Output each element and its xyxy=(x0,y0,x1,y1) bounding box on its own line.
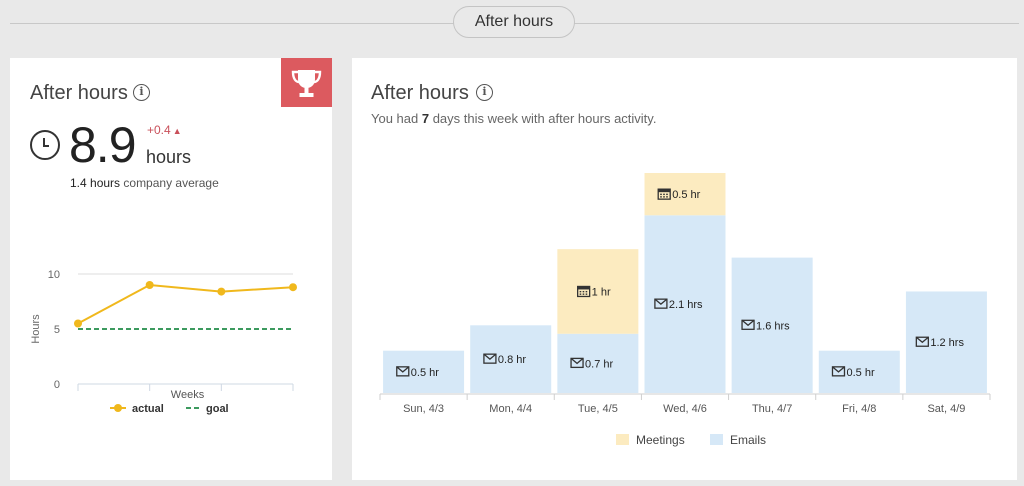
legend-item-actual[interactable]: actual xyxy=(110,403,164,415)
detail-subtitle: You had 7 days this week with after hour… xyxy=(371,111,657,126)
daily-bar-chart: 0.5 hr 0.8 hr 0.7 hr 1 hr 2.1 hrs 0.5 hr 1.6 h… xyxy=(379,173,991,447)
legend-swatch-meetings xyxy=(616,434,629,445)
bar-group[interactable]: 2.1 hrs 0.5 hr xyxy=(644,173,726,393)
x-tick-label: Sun, 4/3 xyxy=(403,403,444,415)
legend-label-actual: actual xyxy=(132,403,164,415)
summary-card-title: After hours xyxy=(30,82,128,104)
trophy-icon xyxy=(281,58,332,107)
x-tick-label: Mon, 4/4 xyxy=(489,403,532,415)
trend-y-tick-label: 5 xyxy=(54,324,60,336)
after-hours-value: 8.9 xyxy=(69,117,137,173)
mail-icon xyxy=(654,298,668,309)
email-data-label: 1.6 hrs xyxy=(756,320,790,332)
legend-item-emails[interactable]: Emails xyxy=(710,433,766,447)
email-bar[interactable] xyxy=(731,257,813,393)
up-arrow-icon: ▲ xyxy=(172,126,182,136)
actual-point[interactable] xyxy=(74,319,82,328)
mail-icon xyxy=(396,366,410,377)
summary-card: After hours i 8.9 +0.4 ▲ hours 1.4 hours … xyxy=(10,58,332,480)
detail-card-title: After hours xyxy=(371,82,469,104)
info-icon[interactable]: i xyxy=(476,84,493,101)
mail-icon xyxy=(741,319,755,330)
email-data-label: 0.5 hr xyxy=(846,367,874,379)
calendar-icon xyxy=(657,188,671,200)
mail-icon xyxy=(831,366,846,377)
email-data-label: 0.8 hr xyxy=(498,354,526,366)
clock-icon xyxy=(30,130,60,160)
company-average-label: company average xyxy=(123,176,219,190)
trend-y-axis-label: Hours xyxy=(30,314,42,344)
mail-icon xyxy=(915,336,929,347)
meeting-data-label: 1 hr xyxy=(592,286,611,298)
bar-group[interactable]: 0.7 hr 1 hr xyxy=(557,249,639,393)
legend-swatch-emails xyxy=(710,434,723,445)
email-data-label: 0.7 hr xyxy=(585,358,613,370)
email-data-label: 2.1 hrs xyxy=(669,299,703,311)
email-bar[interactable] xyxy=(644,215,726,393)
company-average: 1.4 hours company average xyxy=(70,176,219,190)
bar-group[interactable]: 0.5 hr xyxy=(818,350,900,393)
value-unit: hours xyxy=(146,147,192,167)
trend-y-tick-label: 0 xyxy=(54,379,60,391)
legend-label-emails: Emails xyxy=(730,433,766,447)
email-data-label: 1.2 hrs xyxy=(930,337,964,349)
x-tick-label: Thu, 4/7 xyxy=(752,403,792,415)
email-bar[interactable] xyxy=(905,291,987,393)
legend-item-goal[interactable]: goal xyxy=(186,403,229,415)
mail-icon xyxy=(483,353,497,364)
bar-group[interactable]: 0.8 hr xyxy=(470,325,552,393)
x-tick-label: Wed, 4/6 xyxy=(663,403,707,415)
company-average-value: 1.4 hours xyxy=(70,176,121,190)
x-tick-label: Sat, 4/9 xyxy=(927,403,965,415)
actual-point[interactable] xyxy=(145,281,154,289)
section-header: After hours xyxy=(0,0,1024,46)
actual-line xyxy=(77,283,294,325)
legend-item-meetings[interactable]: Meetings xyxy=(616,433,685,447)
trend-x-axis-label: Weeks xyxy=(171,389,205,401)
meeting-data-label: 0.5 hr xyxy=(672,189,700,201)
info-icon[interactable]: i xyxy=(133,84,150,101)
delta-value: +0.4 ▲ xyxy=(147,123,182,137)
trend-chart: 0 5 10 Hours Weeks actual goal xyxy=(30,269,297,415)
calendar-icon xyxy=(577,285,591,298)
bar-group[interactable]: 0.5 hr xyxy=(383,350,465,393)
actual-point[interactable] xyxy=(289,283,297,292)
bar-group[interactable]: 1.6 hrs xyxy=(731,257,813,393)
legend-label-goal: goal xyxy=(206,403,229,415)
email-data-label: 0.5 hr xyxy=(411,367,439,379)
detail-card: After hours i You had 7 days this week w… xyxy=(352,58,1017,480)
mail-icon xyxy=(570,357,584,369)
meeting-bar[interactable] xyxy=(557,249,639,334)
section-title-pill[interactable]: After hours xyxy=(453,6,575,38)
legend-label-meetings: Meetings xyxy=(636,433,685,447)
x-tick-label: Tue, 4/5 xyxy=(578,403,618,415)
x-tick-label: Fri, 4/8 xyxy=(842,403,876,415)
bar-group[interactable]: 1.2 hrs xyxy=(905,291,987,393)
actual-point[interactable] xyxy=(217,287,226,296)
trend-y-tick-label: 10 xyxy=(48,269,60,281)
